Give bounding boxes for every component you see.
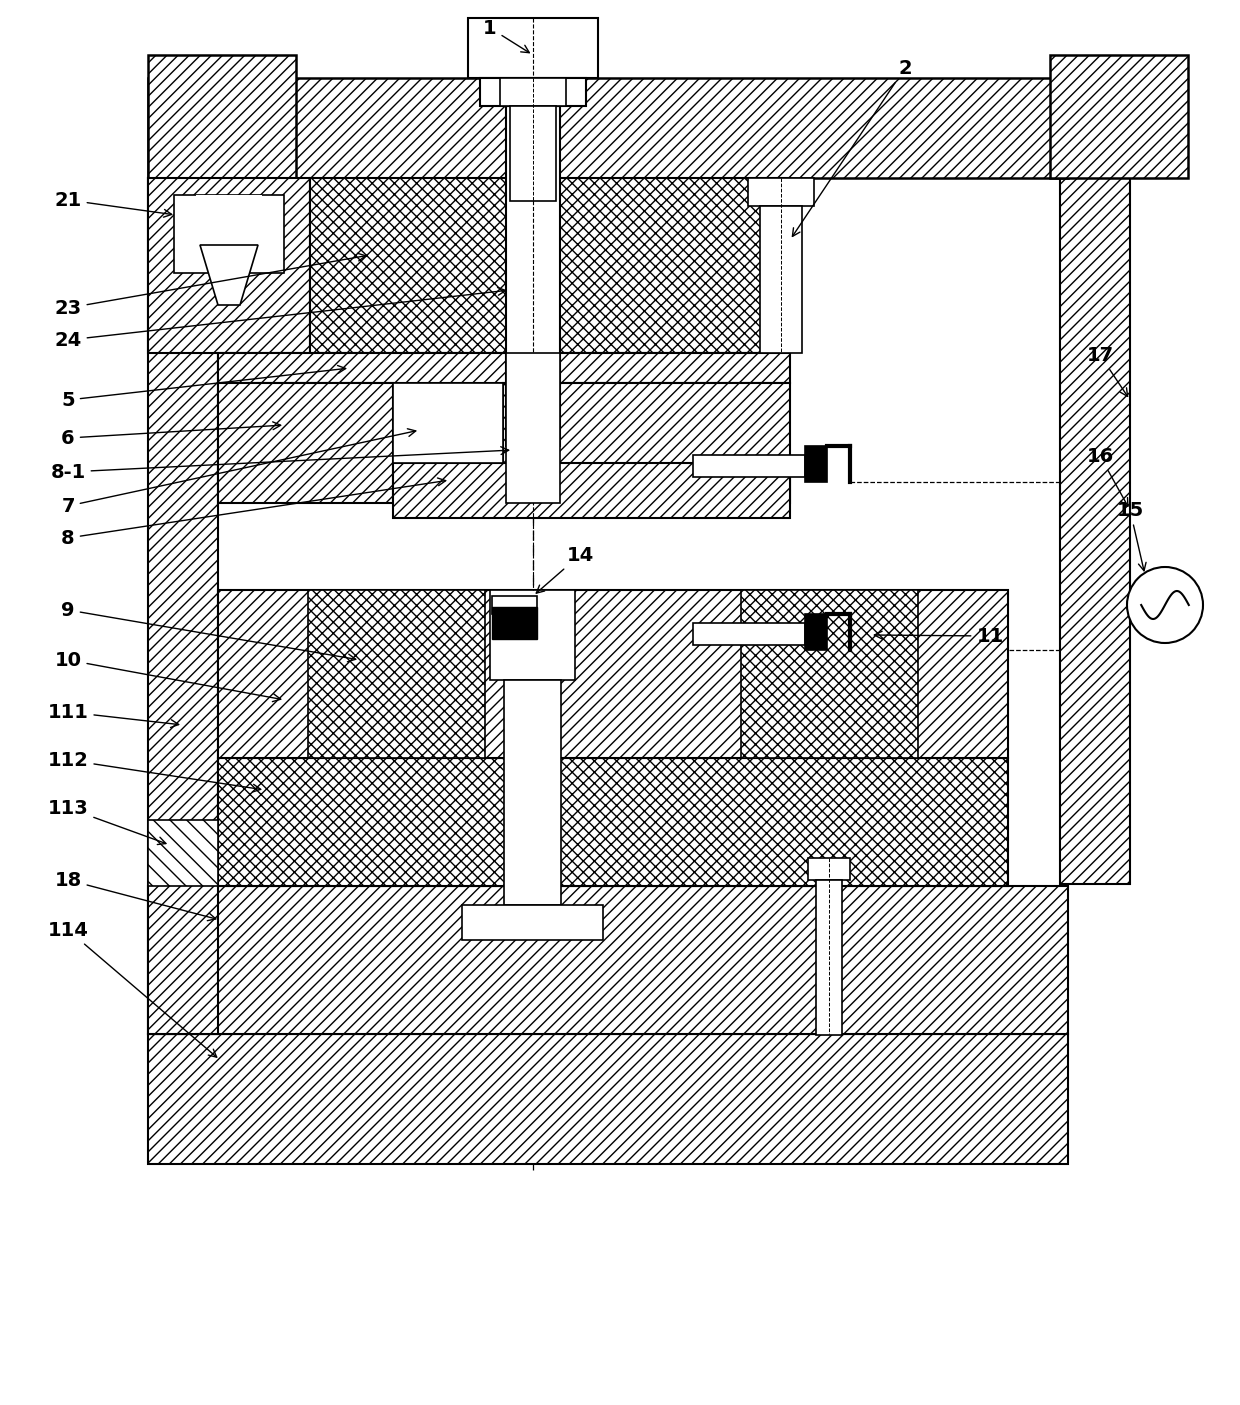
Bar [816, 880, 842, 1035]
Bar [808, 858, 849, 880]
Text: 6: 6 [61, 422, 280, 448]
Bar [148, 887, 1068, 1034]
Bar [503, 384, 790, 503]
Bar [148, 79, 1068, 178]
Bar [196, 195, 262, 244]
Bar [510, 105, 556, 201]
Bar [148, 1034, 1068, 1163]
Circle shape [1127, 568, 1203, 643]
Text: 17: 17 [1086, 346, 1127, 396]
Bar [503, 680, 560, 905]
Text: 24: 24 [55, 288, 506, 350]
Text: 8: 8 [61, 478, 445, 548]
Bar [393, 384, 503, 464]
Text: 113: 113 [47, 798, 166, 844]
Bar [490, 590, 575, 680]
Text: 16: 16 [1086, 447, 1128, 506]
Bar [742, 590, 918, 759]
Bar [805, 445, 827, 482]
Bar [506, 353, 560, 503]
Text: 10: 10 [55, 651, 280, 701]
Text: 9: 9 [61, 600, 356, 662]
Bar [1060, 178, 1130, 884]
Text: 21: 21 [55, 191, 171, 218]
Bar [218, 759, 1008, 887]
Text: 1: 1 [484, 18, 529, 53]
Bar [308, 590, 485, 759]
Bar [218, 384, 393, 503]
Text: 23: 23 [55, 253, 366, 318]
Bar [480, 79, 587, 105]
Text: 7: 7 [61, 429, 415, 516]
Bar [760, 207, 802, 353]
Bar [748, 178, 813, 207]
Bar [506, 105, 560, 445]
Bar [1050, 55, 1188, 178]
Bar [174, 195, 284, 273]
Bar [463, 905, 603, 940]
Text: 18: 18 [55, 871, 216, 920]
Bar [218, 590, 1008, 759]
Text: 111: 111 [47, 702, 179, 728]
Bar [148, 178, 218, 1034]
Bar [467, 18, 598, 79]
Text: 14: 14 [536, 545, 594, 593]
Text: 15: 15 [1116, 500, 1146, 570]
Bar [393, 464, 790, 518]
Bar [148, 55, 296, 178]
Bar [500, 79, 565, 105]
Text: 112: 112 [47, 750, 260, 792]
Bar [310, 178, 790, 353]
Text: 2: 2 [792, 59, 911, 236]
Text: 5: 5 [61, 365, 346, 409]
Bar [693, 622, 805, 645]
Text: 11: 11 [874, 627, 1003, 645]
Bar [148, 821, 218, 887]
Bar [492, 607, 537, 639]
Text: 8-1: 8-1 [51, 447, 508, 482]
Bar [805, 614, 827, 651]
Bar [492, 596, 537, 614]
Text: 114: 114 [47, 920, 217, 1057]
Polygon shape [200, 244, 258, 305]
Bar [693, 455, 805, 478]
Bar [148, 178, 310, 353]
Bar [218, 353, 790, 384]
